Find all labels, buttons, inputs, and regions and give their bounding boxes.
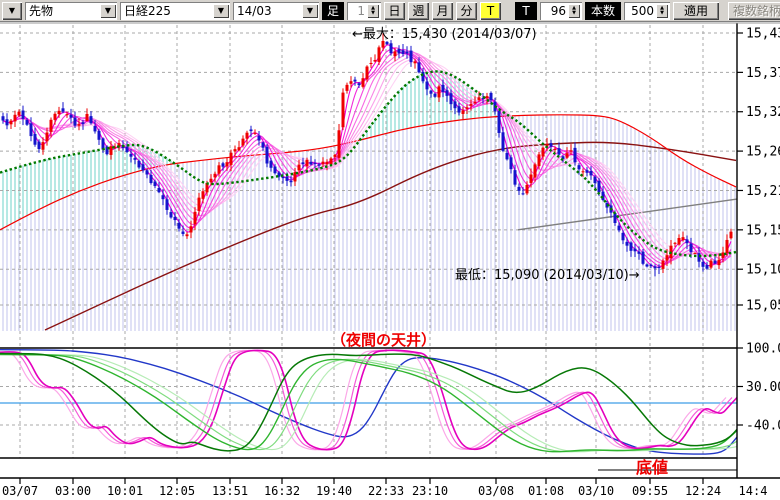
period-button-tick[interactable]: T xyxy=(480,1,501,20)
time-axis-label: 13:51 xyxy=(212,484,248,498)
bar-count-value: 500 xyxy=(631,3,654,18)
oscillator-axis-label: 30.00 xyxy=(746,380,780,395)
price-axis-label: 15,320 xyxy=(746,105,780,120)
oscillator-axis-label: -40.00 xyxy=(746,419,780,434)
toolbar: ▼ 先物 ▼ 日経225 ▼ 14/03 ▼ 足 1 ▲ ▼ 日 週 月 分 T … xyxy=(0,0,780,22)
time-axis-label: 09:55 xyxy=(632,484,668,498)
osc-green-light1 xyxy=(11,354,737,453)
bar-interval-value: 1 xyxy=(357,3,365,18)
time-axis-label: 03/07 xyxy=(2,484,38,498)
contract-month-select[interactable]: 14/03 ▼ xyxy=(233,1,319,20)
tick-label: T xyxy=(515,1,537,20)
price-axis-label: 15,375 xyxy=(746,66,780,81)
overlay-ma-lines xyxy=(0,114,737,331)
min-price-annotation: 最低：15,090 (2014/03/10)→ xyxy=(455,268,640,283)
osc-magenta-mid xyxy=(0,349,733,451)
axes: 15,430 15,375 15,320 15,265 15,210 15,155 15,1… xyxy=(0,22,780,498)
ribbon-ma-line xyxy=(2,56,732,256)
time-axis-label: 22:33 xyxy=(368,484,404,498)
osc-green-light2 xyxy=(23,354,737,453)
osc-green-main xyxy=(0,353,737,453)
chevron-down-icon[interactable]: ▼ xyxy=(302,3,318,18)
period-button-minute[interactable]: 分 xyxy=(456,1,477,20)
red-annotation-text: 底値 xyxy=(636,458,668,477)
bar-interval-stepper[interactable]: 1 ▲ ▼ xyxy=(347,1,381,20)
osc-green-dark xyxy=(0,352,737,452)
ribbon-ma-line xyxy=(2,50,732,262)
bar-count-stepper[interactable]: 500 ▲ ▼ xyxy=(624,1,670,20)
time-axis-label: 03/10 xyxy=(578,484,614,498)
time-axis-label: 03:00 xyxy=(55,484,91,498)
price-axis-label: 15,050 xyxy=(746,299,780,314)
price-axis-label: 15,430 xyxy=(746,27,780,42)
bar-count-label: 本数 xyxy=(585,1,621,20)
price-axis-label: 15,265 xyxy=(746,145,780,160)
oscillator-axis-label: 100.00 xyxy=(746,342,780,357)
ma-ribbon xyxy=(2,44,732,268)
apply-button[interactable]: 適用 xyxy=(673,1,719,20)
mini-dropdown-button[interactable]: ▼ xyxy=(2,1,22,20)
tick-count-stepper[interactable]: 96 ▲ ▼ xyxy=(540,1,582,20)
time-axis-label: 14:4 xyxy=(739,484,768,498)
annotations: ←最大：15,430 (2014/03/07) 最低：15,090 (2014/0… xyxy=(331,27,737,477)
red-ma-line xyxy=(0,114,737,231)
instrument-value: 先物 xyxy=(29,4,54,18)
time-axis-label: 01:08 xyxy=(528,484,564,498)
spinner-arrows-icon[interactable]: ▲ ▼ xyxy=(367,3,379,18)
max-price-annotation: ←最大：15,430 (2014/03/07) xyxy=(352,27,537,42)
time-axis-label: 12:24 xyxy=(685,484,721,498)
time-axis-label: 10:01 xyxy=(107,484,143,498)
contract-month-value: 14/03 xyxy=(237,3,272,18)
osc-magenta-main xyxy=(0,349,737,451)
time-axis-label: 23:10 xyxy=(412,484,448,498)
osc-magenta-light xyxy=(0,349,727,451)
bar-type-label: 足 xyxy=(322,1,344,20)
red-annotation-text: （夜間の天井） xyxy=(331,331,436,349)
time-axis-label: 16:32 xyxy=(264,484,300,498)
spinner-arrows-icon[interactable]: ▲ ▼ xyxy=(568,3,580,18)
price-axis-label: 15,155 xyxy=(746,223,780,238)
gray-trend-line xyxy=(517,198,737,231)
time-axis-label: 19:40 xyxy=(316,484,352,498)
oscillator-lines xyxy=(0,348,737,455)
period-button-week[interactable]: 週 xyxy=(408,1,429,20)
symbol-select[interactable]: 日経225 ▼ xyxy=(120,1,230,20)
chevron-down-icon: ▼ xyxy=(8,6,16,15)
spinner-arrows-icon[interactable]: ▲ ▼ xyxy=(656,3,668,18)
ribbon-ma-line xyxy=(2,52,732,260)
instrument-select[interactable]: 先物 ▼ xyxy=(25,1,117,20)
ribbon-ma-line xyxy=(2,54,732,258)
price-axis-label: 15,100 xyxy=(746,263,780,278)
chevron-down-icon[interactable]: ▼ xyxy=(100,3,116,18)
multi-symbol-button: 複数銘柄 xyxy=(728,1,780,20)
time-axis-label: 03/08 xyxy=(478,484,514,498)
oscillator-panel xyxy=(0,347,737,459)
ribbon-ma-line xyxy=(2,59,732,257)
symbol-value: 日経225 xyxy=(124,4,171,18)
tick-count-value: 96 xyxy=(550,3,566,18)
period-button-day[interactable]: 日 xyxy=(384,1,405,20)
osc-blue xyxy=(0,348,737,455)
maroon-longterm-ma-line xyxy=(44,141,737,331)
period-button-month[interactable]: 月 xyxy=(432,1,453,20)
price-axis-label: 15,210 xyxy=(746,184,780,199)
chevron-down-icon[interactable]: ▼ xyxy=(213,3,229,18)
time-axis-label: 12:05 xyxy=(159,484,195,498)
